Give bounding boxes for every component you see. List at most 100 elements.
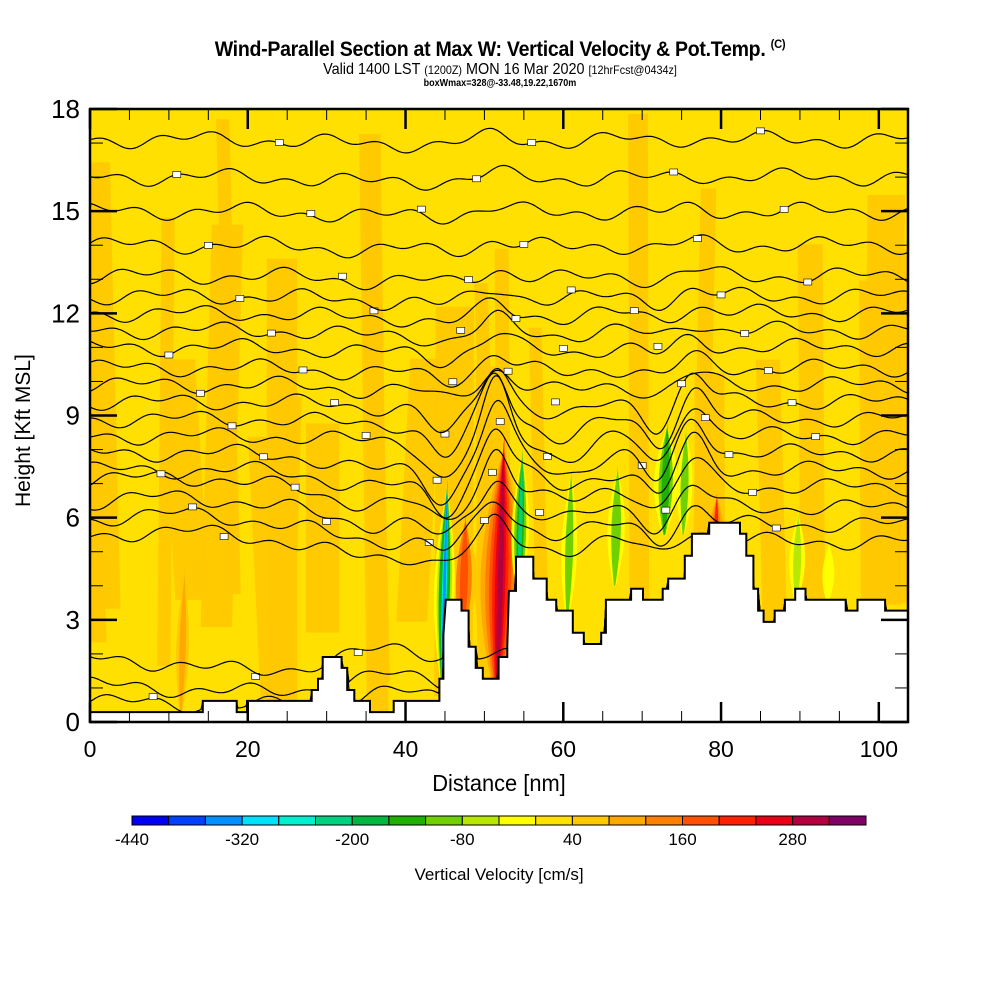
y-tick-label: 9 — [66, 401, 80, 431]
contour-label — [259, 453, 268, 461]
downdraft-75 — [680, 415, 689, 535]
colorbar-swatch — [204, 815, 243, 826]
downdraft-band — [611, 449, 621, 586]
isentrope-line — [90, 297, 908, 328]
x-tick-label: 60 — [550, 736, 576, 762]
colorbar-tick-label: -80 — [450, 830, 475, 849]
weak-updraft-band — [161, 359, 210, 600]
colorbar-swatch — [315, 815, 353, 826]
colorbar: -440 -320 -200 -80 40 160 280 — [115, 815, 867, 849]
contour-label — [740, 330, 750, 337]
terrain-layer — [89, 521, 909, 723]
contour-label — [330, 399, 339, 406]
contour-label — [480, 517, 489, 524]
contour-label — [456, 327, 466, 334]
y-tick-label: 6 — [66, 503, 80, 533]
contour-label — [677, 380, 686, 388]
colorbar-swatch — [131, 815, 170, 826]
contour-label — [227, 422, 237, 430]
weak-updraft-band — [628, 113, 650, 699]
contour-label — [527, 139, 537, 146]
contour-label — [219, 533, 229, 540]
isentrope-line — [90, 266, 908, 291]
weak-updraft-band — [797, 244, 826, 690]
x-axis-label: Distance [nm] — [432, 770, 566, 796]
isentrope-line — [90, 201, 908, 225]
contour-label — [361, 432, 371, 439]
contour-label — [629, 307, 639, 314]
colorbar-swatch — [498, 815, 537, 826]
contour-label — [275, 139, 284, 146]
contour-label — [716, 291, 726, 299]
contour-label — [653, 343, 663, 350]
colorbar-tick-label: 160 — [668, 830, 696, 849]
chart-subtitle: Valid 1400 LST (1200Z) MON 16 Mar 2020 [… — [323, 61, 677, 78]
contour-label — [771, 524, 781, 532]
colorbar-swatch — [278, 815, 316, 826]
contour-label — [748, 488, 757, 496]
colorbar-swatch — [755, 815, 794, 826]
contour-label — [669, 168, 679, 176]
updraft-11 — [179, 551, 187, 716]
x-tick-label: 100 — [860, 736, 898, 762]
contour-label — [472, 175, 481, 183]
x-tick-label: 20 — [235, 736, 261, 762]
contour-label — [306, 210, 316, 217]
colorbar-swatch — [168, 815, 206, 826]
contour-label — [779, 205, 789, 213]
colorbar-tick-label: -440 — [115, 830, 149, 849]
colorbar-tick-label: 40 — [563, 830, 582, 849]
downdraft-93 — [822, 534, 835, 603]
boxwmax-note: boxWmax=328@-33.48,19.22,1670m — [423, 78, 577, 89]
y-tick-label: 12 — [51, 298, 80, 328]
isentrope-line — [90, 428, 908, 519]
isentrope-line — [90, 372, 908, 458]
contour-label — [803, 278, 813, 286]
colorbar-swatch — [571, 815, 610, 826]
contour-label — [566, 286, 576, 294]
contour-label — [487, 468, 497, 476]
y-tick-label: 0 — [66, 707, 80, 737]
contour-label — [558, 344, 568, 352]
contour-label — [511, 315, 521, 322]
isentrope-line — [90, 399, 908, 506]
contour-label — [535, 509, 544, 516]
colorbar-swatch — [388, 815, 427, 826]
isentrope-line — [90, 127, 908, 154]
contour-label — [448, 378, 458, 386]
contour-label — [432, 476, 442, 484]
colorbar-tick-label: 280 — [778, 830, 806, 849]
weak-updraft-band — [90, 162, 121, 609]
contour-label — [235, 295, 245, 302]
contour-label — [764, 367, 773, 374]
colorbar-swatch — [608, 815, 647, 826]
contour-label — [661, 506, 671, 514]
contour-label — [290, 483, 300, 491]
x-tick-label: 80 — [708, 736, 734, 762]
contour-label — [164, 351, 174, 359]
contour-label — [787, 399, 797, 407]
weak-updraft-band — [157, 217, 175, 666]
contour-label — [417, 205, 426, 213]
colorbar-swatch — [461, 815, 500, 826]
colorbar-label: Vertical Velocity [cm/s] — [414, 865, 583, 884]
contour-label — [338, 272, 347, 280]
colorbar-swatch — [535, 815, 573, 826]
x-tick-label: 0 — [84, 736, 97, 762]
contour-label — [148, 693, 158, 700]
contour-label — [322, 518, 331, 525]
contour-label — [693, 235, 702, 242]
contour-label — [353, 649, 363, 656]
isentrope-line — [90, 164, 908, 191]
contour-label — [172, 171, 182, 178]
contour-label — [724, 451, 734, 458]
contour-label — [756, 127, 765, 135]
contour-label — [298, 366, 308, 374]
colorbar-swatch — [425, 815, 463, 826]
colorbar-swatch — [718, 815, 757, 826]
x-tick-labels: 0 20 40 60 80 100 — [84, 736, 898, 762]
isentrope-line — [90, 513, 908, 566]
colorbar-tick-label: -320 — [225, 830, 259, 849]
weak-updraft-band — [360, 180, 391, 682]
